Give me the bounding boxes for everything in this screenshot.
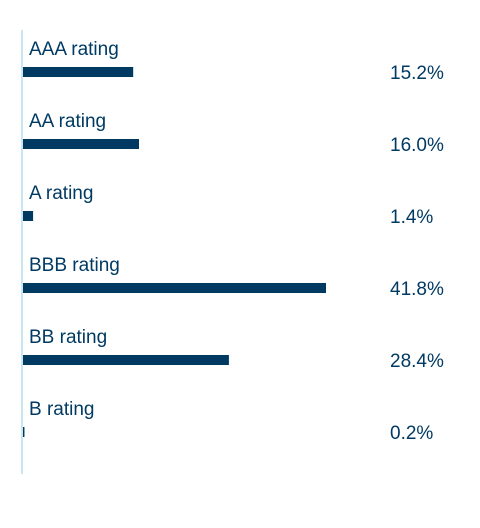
category-label: BBB rating bbox=[29, 255, 120, 276]
category-label: AAA rating bbox=[29, 39, 119, 60]
category-label: A rating bbox=[29, 183, 93, 204]
value-label: 41.8% bbox=[390, 279, 444, 300]
bar bbox=[23, 211, 34, 221]
bar bbox=[23, 427, 25, 437]
category-label: BB rating bbox=[29, 327, 107, 348]
value-label: 16.0% bbox=[390, 135, 444, 156]
bar bbox=[23, 139, 139, 149]
category-label: B rating bbox=[29, 399, 94, 420]
bar-rows: AAA rating 15.2% AA rating 16.0% A rating 1.4… bbox=[23, 39, 444, 444]
bar bbox=[23, 355, 229, 365]
value-label: 0.2% bbox=[390, 423, 433, 444]
bar bbox=[23, 67, 134, 77]
value-label: 15.2% bbox=[390, 63, 444, 84]
value-label: 28.4% bbox=[390, 351, 444, 372]
bar bbox=[23, 283, 326, 293]
category-label: AA rating bbox=[29, 111, 106, 132]
value-label: 1.4% bbox=[390, 207, 433, 228]
